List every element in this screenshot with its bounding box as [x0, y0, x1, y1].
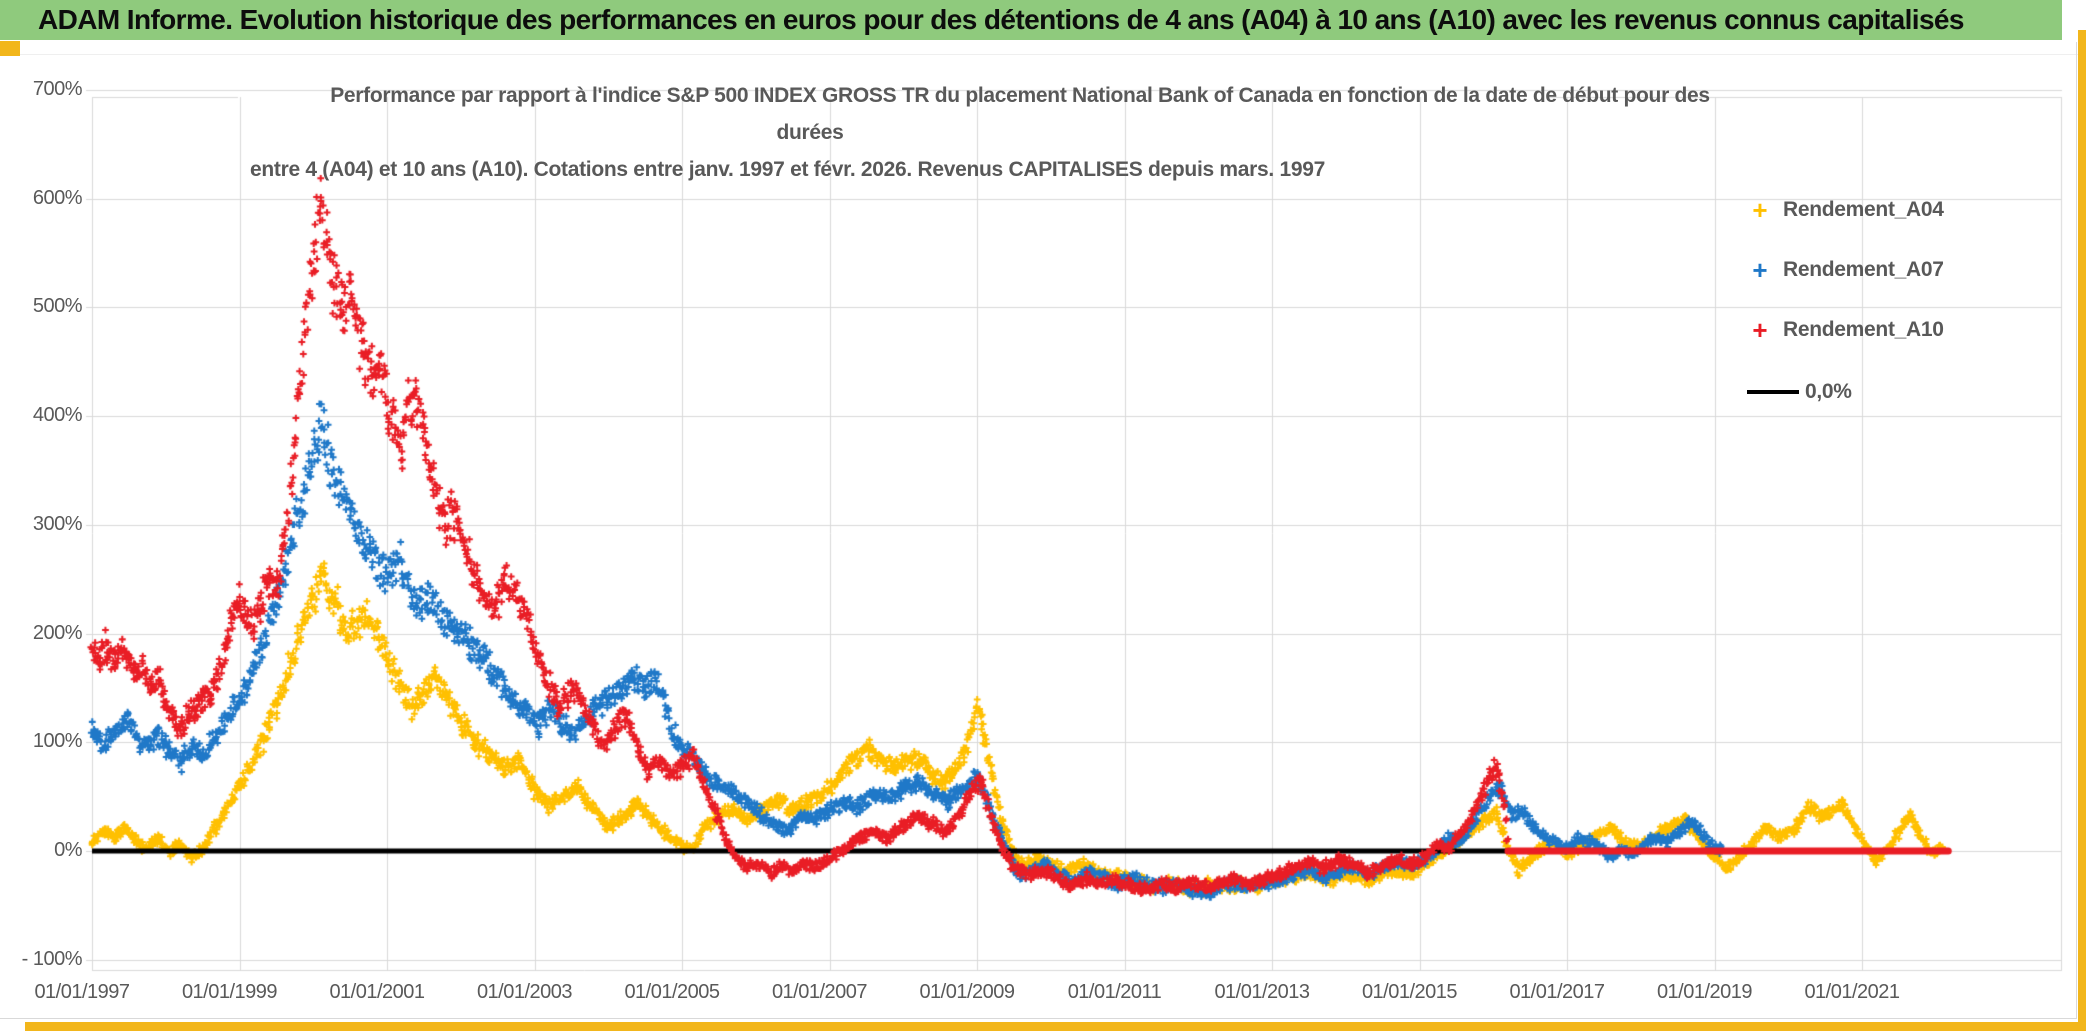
y-tick-label: 500% — [32, 295, 83, 318]
x-tick-label: 01/01/2015 — [1361, 981, 1458, 1003]
legend-item-rendement-a04: + Rendement_A04 — [1737, 190, 1944, 230]
chart-title-line-2: durées — [776, 121, 844, 144]
chart-title-line-1: Performance par rapport à l'indice S&P 5… — [330, 84, 1710, 107]
x-tick-label: 01/01/2021 — [1804, 981, 1900, 1003]
y-tick-label: 200% — [32, 621, 83, 644]
x-tick-label: 01/01/2009 — [919, 981, 1015, 1003]
plus-marker-icon: + — [1752, 195, 1768, 225]
legend-item-zero-line: 0,0% — [1737, 372, 1852, 412]
y-tick-label: 700% — [32, 78, 83, 100]
plus-marker-icon: + — [1752, 255, 1768, 285]
x-tick-label: 01/01/2003 — [476, 981, 573, 1003]
x-tick-label: 01/01/1997 — [34, 981, 130, 1003]
plus-marker-icon: + — [1752, 315, 1768, 345]
y-tick-label: - 100% — [21, 947, 83, 970]
x-tick-label: 01/01/2017 — [1509, 981, 1605, 1003]
y-tick-label: 300% — [32, 512, 83, 535]
x-tick-label: 01/01/2013 — [1214, 981, 1310, 1003]
x-tick-label: 01/01/2005 — [624, 981, 720, 1003]
legend-label: 0,0% — [1805, 380, 1852, 403]
chart-title-line-3: entre 4 (A04) et 10 ans (A10). Cotations… — [250, 158, 1325, 181]
y-tick-label: 0% — [54, 839, 82, 861]
legend-label: Rendement_A10 — [1783, 318, 1944, 341]
legend-label: Rendement_A07 — [1783, 258, 1944, 281]
legend-item-rendement-a10: + Rendement_A10 — [1737, 310, 1944, 350]
x-tick-label: 01/01/2011 — [1067, 981, 1162, 1003]
x-tick-label: 01/01/2007 — [771, 981, 868, 1003]
x-tick-label: 01/01/2019 — [1656, 981, 1753, 1003]
y-tick-label: 100% — [32, 730, 83, 753]
zero-line-swatch — [1747, 390, 1799, 394]
legend-label: Rendement_A04 — [1783, 198, 1944, 221]
x-tick-label: 01/01/2001 — [329, 981, 425, 1003]
y-tick-label: 600% — [32, 186, 83, 209]
x-tick-label: 01/01/1999 — [181, 981, 278, 1003]
legend-item-rendement-a07: + Rendement_A07 — [1737, 250, 1944, 290]
y-tick-label: 400% — [32, 404, 83, 427]
